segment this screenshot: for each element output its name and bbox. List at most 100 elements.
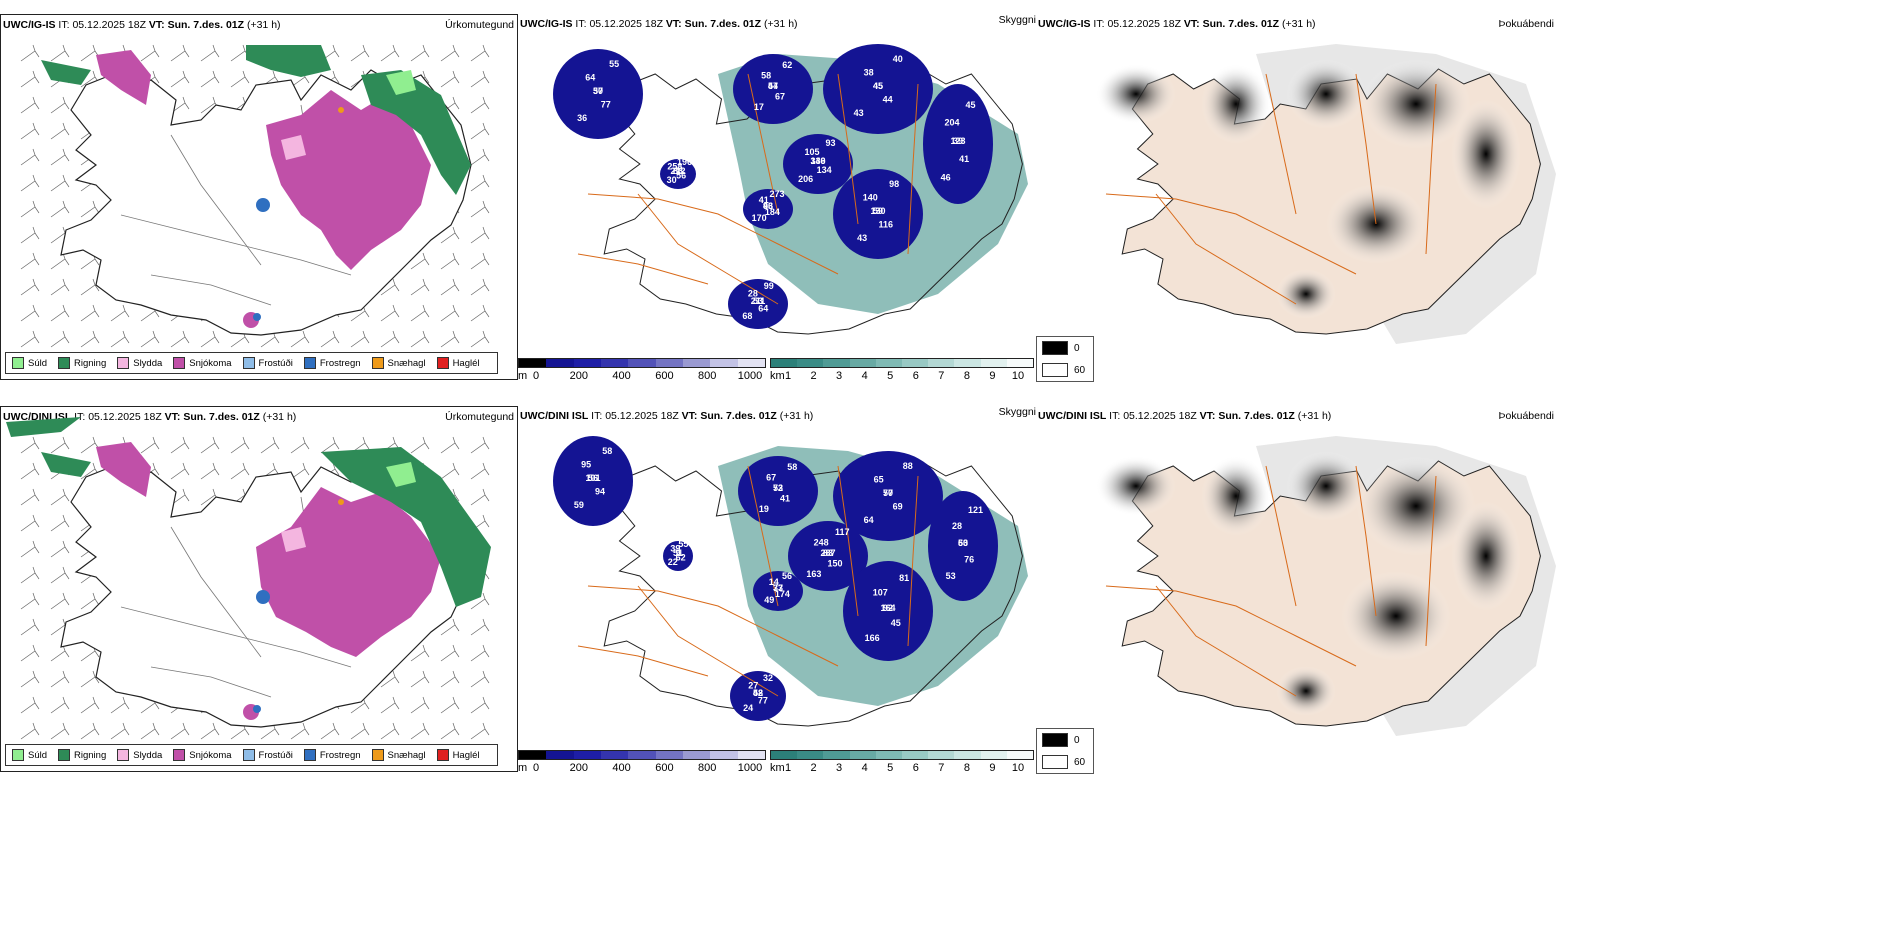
colorbar-bin bbox=[954, 751, 981, 759]
cloud-base-label: 62 bbox=[782, 60, 792, 70]
fog-area bbox=[1201, 64, 1271, 144]
cloud-base-label: 41 bbox=[959, 154, 969, 164]
colorbar-bin bbox=[849, 359, 876, 367]
cloud-base-label: 95 bbox=[581, 459, 591, 469]
legend-item: Rigning bbox=[58, 749, 106, 761]
freezing-rain-area bbox=[256, 198, 270, 212]
wind-barb bbox=[470, 304, 490, 322]
road-line bbox=[120, 214, 352, 276]
road-line bbox=[1425, 475, 1437, 647]
colorbar-bin bbox=[875, 359, 903, 367]
cloud-map-canvas: 1019459569558724119536758706964576588637… bbox=[553, 436, 1028, 727]
low-cloud-area bbox=[923, 84, 993, 204]
legend-swatch bbox=[173, 357, 186, 369]
precip-type-map-row1: UWC/IG-IS IT: 05.12.2025 18Z VT: Sun. 7.… bbox=[0, 14, 518, 380]
fog-map-row1: UWC/IG-IS IT: 05.12.2025 18Z VT: Sun. 7.… bbox=[1036, 14, 1556, 380]
legend-swatch bbox=[58, 357, 71, 369]
cloud-base-label: 43 bbox=[763, 201, 773, 211]
fog-area bbox=[1451, 99, 1521, 209]
wind-barb bbox=[50, 722, 70, 740]
low-cloud-area bbox=[730, 671, 786, 721]
legend-item: Haglél bbox=[436, 749, 480, 761]
colorbar-tick: 1 bbox=[784, 370, 792, 382]
fog-key-row: 60 bbox=[1037, 359, 1093, 381]
legend-label: Súld bbox=[28, 749, 48, 761]
colorbar-tick: 7 bbox=[938, 762, 945, 774]
snow-area bbox=[96, 50, 151, 105]
colorbar-tick: 400 bbox=[612, 370, 631, 382]
wind-barb bbox=[80, 44, 100, 62]
road-line bbox=[837, 73, 859, 225]
legend-item: Snæhagl bbox=[371, 357, 426, 369]
low-cloud-area bbox=[843, 561, 933, 661]
fog-area bbox=[1201, 456, 1271, 536]
wind-barb bbox=[20, 148, 40, 166]
colorbar-bin bbox=[682, 359, 711, 367]
cloud-base-label: 77 bbox=[758, 696, 768, 706]
wind-barb bbox=[200, 330, 220, 348]
cloud-base-label: 36 bbox=[577, 113, 587, 123]
wind-barb bbox=[170, 436, 190, 454]
wind-barb bbox=[410, 670, 430, 688]
wind-barb bbox=[50, 436, 70, 454]
cloud-base-label: 43 bbox=[854, 108, 864, 118]
panel-header: UWC/DINI ISL IT: 05.12.2025 18Z VT: Sun.… bbox=[1038, 410, 1332, 422]
road-line bbox=[1355, 73, 1377, 225]
cloud-base-label: 58 bbox=[602, 446, 612, 456]
fog-area bbox=[1451, 501, 1521, 611]
wind-barb bbox=[440, 44, 460, 62]
wind-barb bbox=[380, 670, 400, 688]
cloud-visibility-map-row1: UWC/IG-IS IT: 05.12.2025 18Z VT: Sun. 7.… bbox=[518, 14, 1038, 380]
wind-barb bbox=[110, 722, 130, 740]
legend-label: Frostúði bbox=[258, 749, 293, 761]
colorbar-tick: 200 bbox=[569, 370, 588, 382]
cloud-base-label: 41 bbox=[780, 494, 790, 504]
colorbar-tick: 2 bbox=[810, 762, 817, 774]
legend-item: Súld bbox=[12, 749, 47, 761]
legend-item: Frostúði bbox=[242, 749, 293, 761]
wind-barb bbox=[50, 148, 70, 166]
low-cloud-area bbox=[733, 54, 813, 124]
wind-barb bbox=[470, 722, 490, 740]
colorbar-bin bbox=[600, 751, 629, 759]
panel-title: Þokuábendi bbox=[1498, 18, 1554, 30]
colorbar-unit: m bbox=[518, 762, 528, 774]
fog-key-label: 60 bbox=[1074, 364, 1086, 376]
wind-barb bbox=[440, 304, 460, 322]
colorbar-bin bbox=[546, 751, 574, 759]
wind-barb bbox=[470, 488, 490, 506]
snow-area bbox=[266, 90, 431, 270]
colorbar-tick: 4 bbox=[861, 370, 868, 382]
legend-swatch bbox=[117, 357, 130, 369]
wind-barb bbox=[110, 330, 130, 348]
road-line bbox=[1425, 83, 1437, 255]
wind-barb bbox=[80, 670, 100, 688]
legend-label: Slydda bbox=[133, 749, 163, 761]
wind-barb bbox=[470, 226, 490, 244]
cloud-base-label: 273 bbox=[769, 189, 784, 199]
wind-barb bbox=[230, 462, 250, 480]
colorbar-bin bbox=[710, 359, 738, 367]
fog-key-swatch bbox=[1042, 363, 1068, 377]
colorbar-unit: km bbox=[770, 370, 785, 382]
legend-swatch bbox=[173, 749, 186, 761]
fog-area bbox=[1361, 59, 1471, 149]
cloud-base-label: 70 bbox=[883, 488, 893, 498]
legend-item: Rigning bbox=[58, 357, 106, 369]
colorbar-tick: 7 bbox=[938, 370, 945, 382]
cloud-base-label: 174 bbox=[775, 589, 790, 599]
wind-barb bbox=[440, 70, 460, 88]
road-line bbox=[907, 83, 919, 255]
wind-barb bbox=[50, 488, 70, 506]
colorbar-tick: 3 bbox=[836, 370, 843, 382]
cloud-base-label: 166 bbox=[865, 633, 880, 643]
drizzle-area bbox=[386, 462, 416, 487]
colorbar-bin bbox=[710, 751, 738, 759]
cloud-base-label: 99 bbox=[764, 281, 774, 291]
wind-barb bbox=[470, 200, 490, 218]
wind-barb bbox=[80, 304, 100, 322]
cloud-base-label: 164 bbox=[880, 603, 895, 613]
colorbar-bin bbox=[771, 359, 798, 367]
fog-area bbox=[1096, 456, 1176, 516]
cloud-base-label: 105 bbox=[804, 147, 819, 157]
